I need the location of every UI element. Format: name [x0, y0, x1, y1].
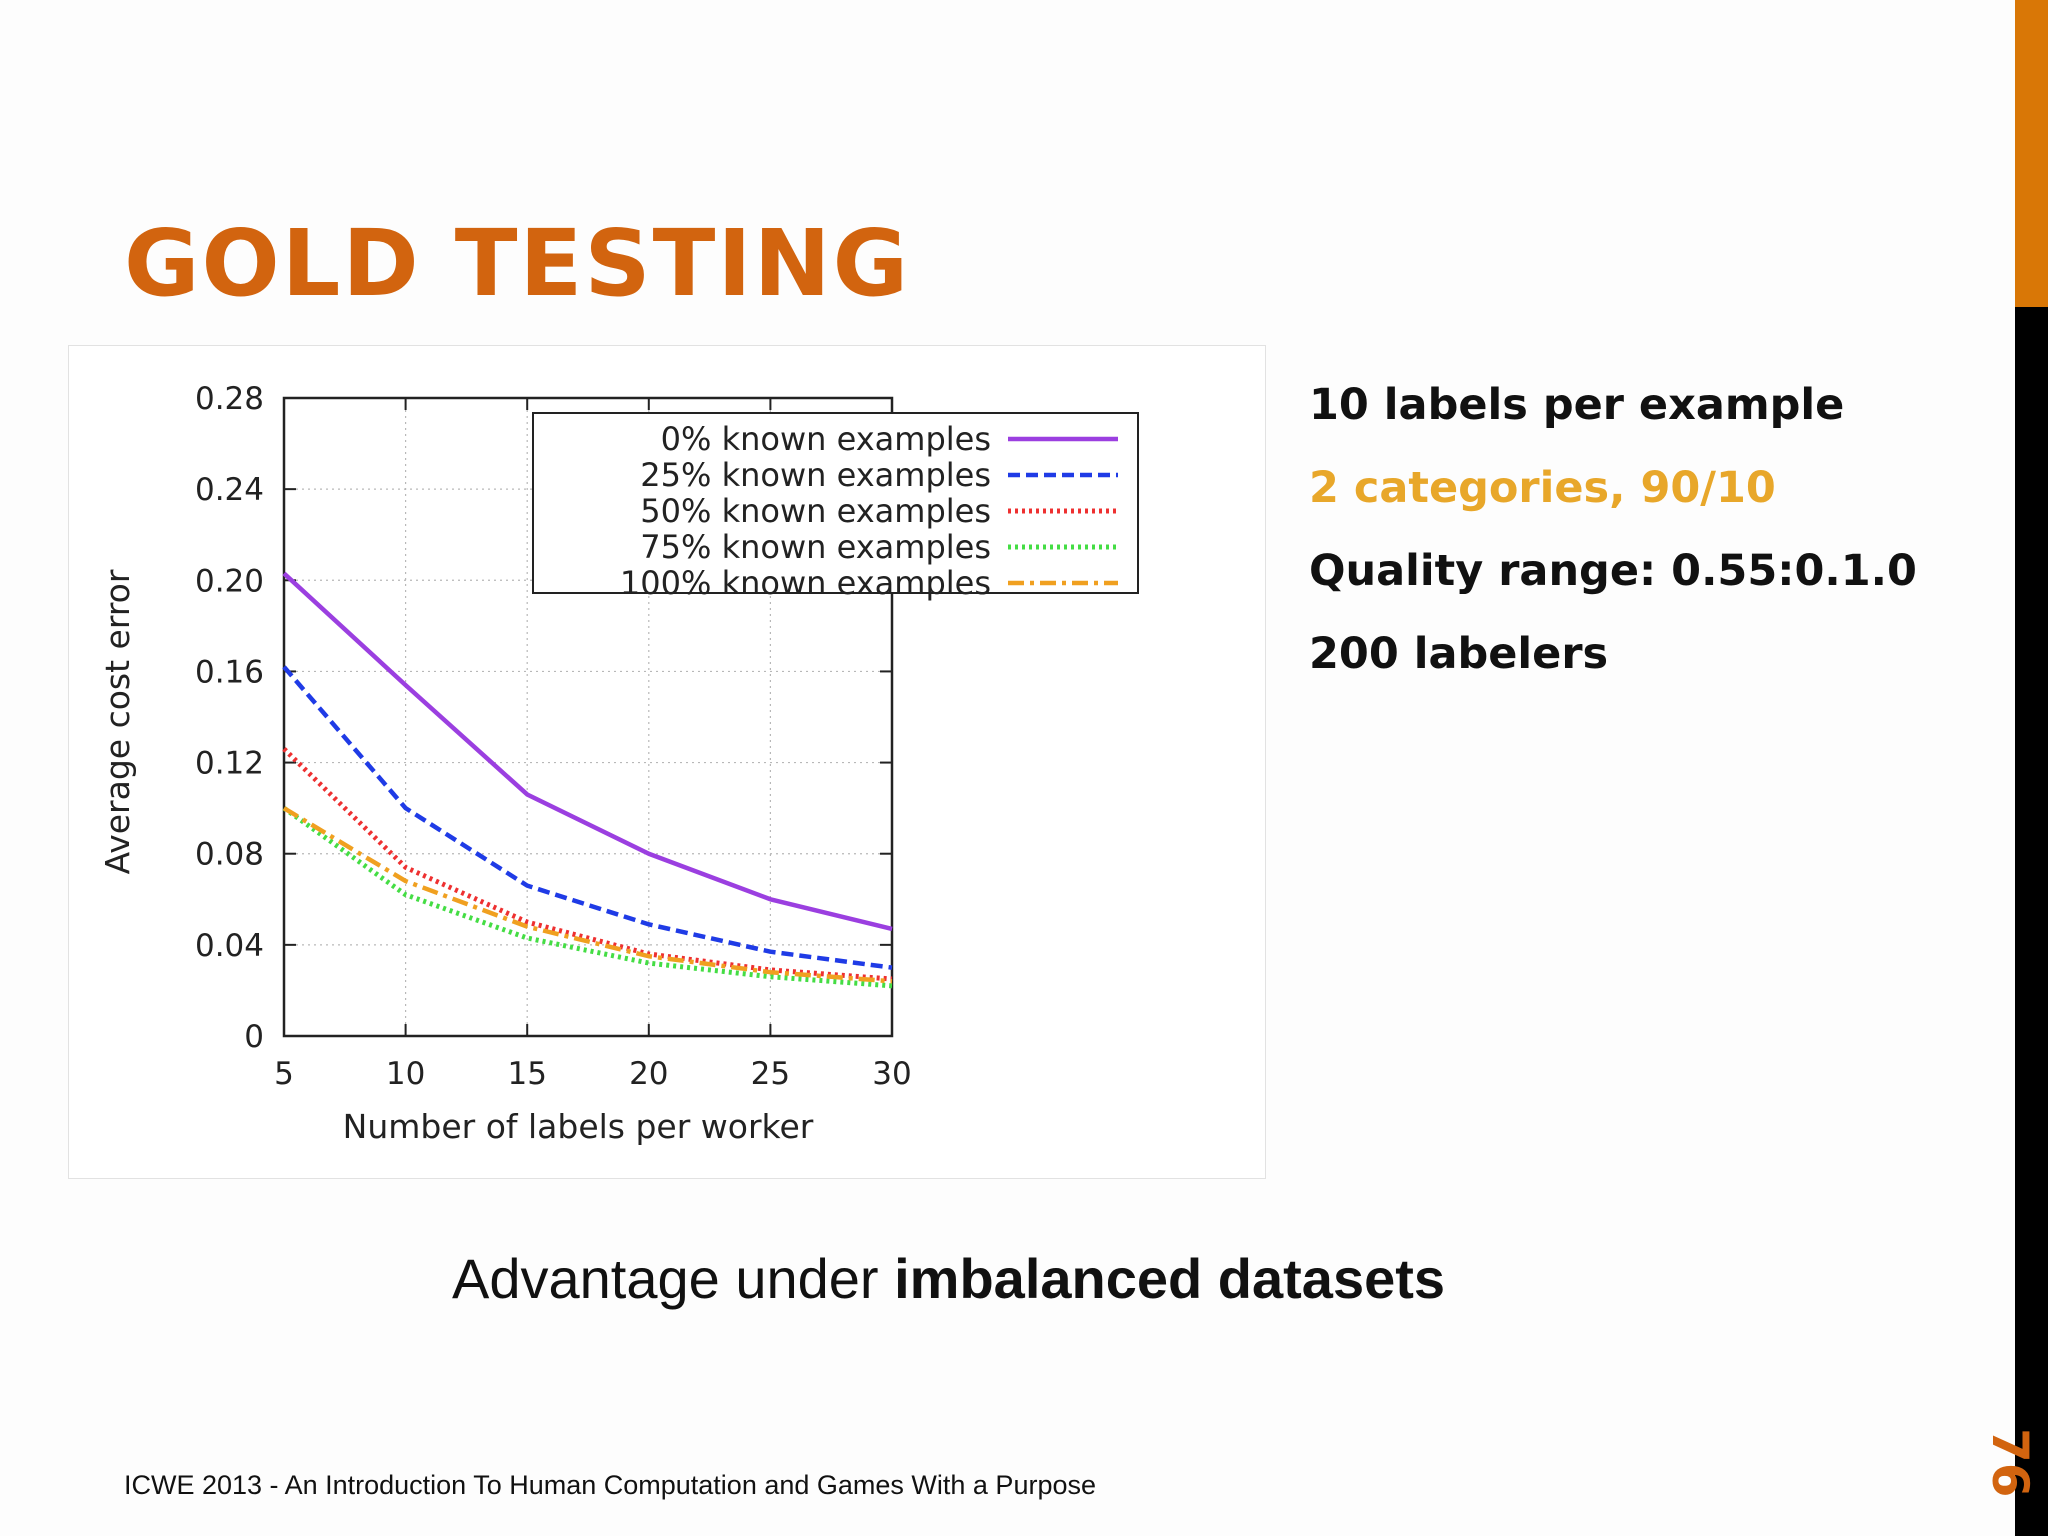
caption-bold-text: imbalanced datasets — [894, 1247, 1446, 1310]
bullet-list: 10 labels per example 2 categories, 90/1… — [1309, 384, 1989, 716]
accent-bar-orange — [2015, 0, 2048, 307]
x-tick-label: 15 — [507, 1056, 546, 1092]
x-tick-label: 20 — [629, 1056, 668, 1092]
page-number: 76 — [1981, 1428, 2039, 1498]
slide-title: GOLD TESTING — [124, 210, 911, 317]
legend-label: 100% known examples — [620, 564, 991, 602]
y-axis-label: Average cost error — [98, 569, 137, 874]
series-line-1 — [282, 665, 893, 970]
slide-caption: Advantage under imbalanced datasets — [452, 1251, 1445, 1307]
legend-box — [532, 412, 1139, 594]
y-tick-label: 0.12 — [195, 746, 264, 782]
x-tick-label: 5 — [274, 1056, 294, 1092]
bullet-item: Quality range: 0.55:0.1.0 — [1309, 546, 1917, 596]
line-chart: 5 10 15 20 25 30 0 0.04 0.08 0.12 0.16 0.20 0.24 0.28… — [98, 381, 1139, 1146]
series-line-4 — [282, 806, 893, 984]
caption-plain-text: Advantage under — [452, 1247, 895, 1310]
legend-label: 0% known examples — [661, 420, 991, 458]
y-tick-label: 0.04 — [195, 928, 264, 964]
y-tick-label: 0.20 — [195, 563, 264, 599]
x-tick-label: 25 — [751, 1056, 790, 1092]
y-tick-label: 0.28 — [195, 381, 264, 417]
series-line-2 — [282, 747, 893, 982]
x-axis-label: Number of labels per worker — [343, 1107, 814, 1146]
plot-frame — [282, 396, 894, 1038]
series-line-0 — [282, 571, 893, 932]
bullet-item: 2 categories, 90/10 — [1309, 463, 1776, 513]
y-tick-label: 0.24 — [195, 472, 264, 508]
accent-bar-black — [2015, 307, 2048, 1536]
chart-panel: 5 10 15 20 25 30 0 0.04 0.08 0.12 0.16 0.20 0.24 0.28… — [68, 345, 1266, 1179]
y-tick-label: 0.16 — [195, 654, 264, 690]
bullet-item: 10 labels per example — [1309, 380, 1845, 430]
slide-footer: ICWE 2013 - An Introduction To Human Com… — [124, 1470, 1096, 1500]
y-tick-label: 0.08 — [195, 837, 264, 873]
legend-label: 50% known examples — [640, 492, 991, 530]
x-tick-label: 10 — [386, 1056, 425, 1092]
y-tick-label: 0 — [244, 1019, 264, 1055]
legend-label: 25% known examples — [640, 456, 991, 494]
legend-label: 75% known examples — [640, 528, 991, 566]
x-tick-label: 30 — [872, 1056, 911, 1092]
bullet-item: 200 labelers — [1309, 629, 1609, 679]
series-line-3 — [282, 806, 893, 989]
